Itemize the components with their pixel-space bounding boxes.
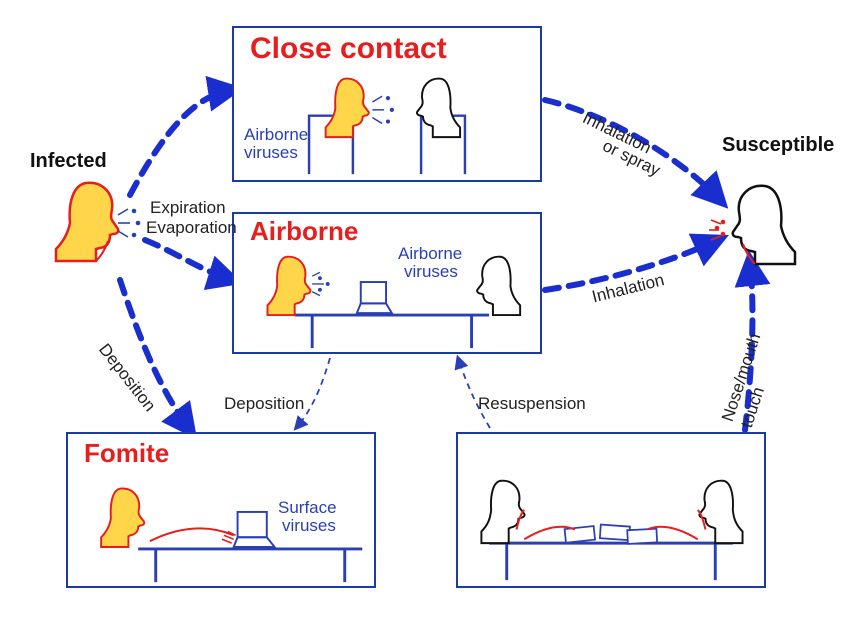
arrow-infected-to-close [130,90,232,195]
panel-fomite-right [456,432,766,588]
susceptible-figure [709,186,795,264]
thin-arrow-airborne-to-fomiteL [296,358,330,428]
panel-fomite-right-svg [458,434,764,586]
panel-close-contact-svg [234,28,540,180]
label-resuspension: Resuspension [478,394,586,414]
label-susceptible: Susceptible [722,134,834,157]
thin-arrow-fomiteR-to-airborne [458,358,490,428]
infected-figure [56,183,140,261]
label-deposition-thin: Deposition [224,394,304,414]
label-nose-mouth: Nose/mouth touch [718,297,795,430]
label-expiration: Expiration [150,198,226,218]
panel-fomite-left-svg [68,434,374,586]
arrow-infected-to-fomite [120,280,190,430]
arrow-infected-to-airborne [145,240,232,280]
label-inhalation: Inhalation [590,270,666,307]
label-evaporation: Evaporation [146,218,237,238]
panel-fomite-left: Fomite Surface viruses [66,432,376,588]
panel-close-contact: Close contact Airborne viruses [232,26,542,182]
label-infected: Infected [30,150,107,173]
panel-airborne-svg [234,214,540,352]
label-deposition-arrow: Deposition [94,340,159,416]
panel-airborne: Airborne Airborne viruses [232,212,542,354]
